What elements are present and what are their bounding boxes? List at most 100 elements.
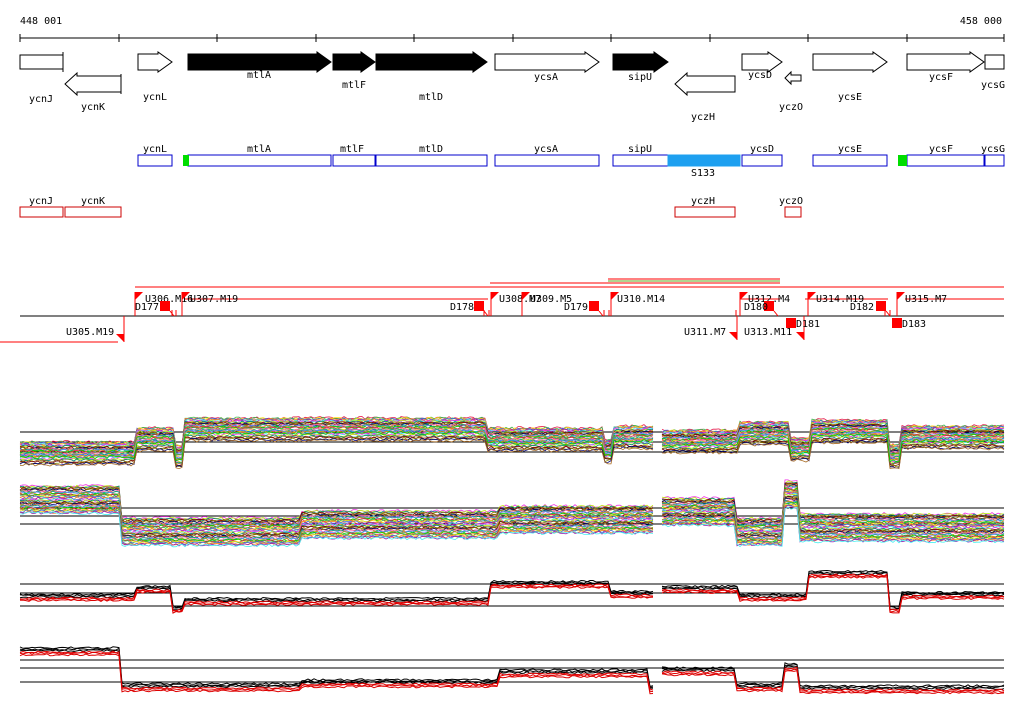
gene-ycnK-label: ycnK [81,102,105,113]
profile-4-series [19,650,1005,692]
profile-3-series [19,572,1005,611]
transcript-ycsA-box [494,154,600,167]
transcript-mtlD-label: mtlD [419,144,443,155]
gene-mtlD-label: mtlD [419,92,443,103]
marker-flag [740,292,748,300]
profile-2-series [19,498,1005,539]
profile-2-series [19,483,1005,524]
transcript-ycsD-box [741,154,783,167]
gene-ycsA-arrow [494,51,600,73]
profile-1-series [19,438,1005,470]
marker-d179: D179 [564,302,588,313]
gene-ycsD-label: ycsD [748,70,772,81]
profile-3-series [19,574,1005,613]
marker-u311.m7: U311.M7 [684,327,726,338]
marker-u306.m16: U306.M16 [145,294,193,305]
transcript-ycsE-box [812,154,888,167]
transcript-ycnL-box [137,154,173,167]
downshift-box [876,301,886,311]
gene-yczO-label: yczO [779,102,803,113]
profile-3-series [19,575,1005,614]
marker-u305.m19: U305.M19 [66,327,114,338]
gene-mtlA-arrow [187,51,332,73]
gene-mtlF-label: mtlF [342,80,366,91]
expression-profiles [19,416,1005,695]
marker-flag [729,332,737,340]
downshift-box [786,318,796,328]
transcript-ycnL-label: ycnL [143,144,167,155]
transcript-yczH-label: yczH [691,196,715,207]
transcript-S133-label: S133 [691,168,715,179]
profile-2-series [19,479,1005,520]
marker-d180: D180 [744,302,768,313]
gene-ycnK-arrow [64,71,122,97]
segment-S133 [667,154,741,167]
marker-u308.m7: U308.M7 [499,294,541,305]
marker-flag [611,292,619,300]
transcript-ycnJ-box [19,206,64,218]
gene-ycsA-label: ycsA [534,72,558,83]
marker-flag [491,292,499,300]
gene-ycnL-arrow [137,51,173,73]
transcript-ycsD-label: ycsD [750,144,774,155]
downshift-box [160,301,170,311]
gene-track: ycnJ ycnK ycnL mtlA mtlF mtlD ycsA sipU yczH ycsD… [19,51,1005,123]
marker-d177: D177 [135,302,159,313]
gene-ycnJ-label: ycnJ [29,94,53,105]
marker-flag [796,332,804,340]
marker-u315.m7: U315.M7 [905,294,947,305]
transcript-yczO-label: yczO [779,196,803,207]
gene-mtlD-arrow [375,51,488,73]
gene-ycsE-arrow [812,51,888,73]
gene-mtlA-label: mtlA [247,70,271,81]
transcript-mtlF-label: mtlF [340,144,364,155]
coordinate-end: 458 000 [960,16,1002,27]
profile-1-series [19,429,1005,460]
marker-flag [116,334,124,342]
gene-ycsF-label: ycsF [929,72,953,83]
transcript-sipU-box [612,154,669,167]
downshift-box [892,318,902,328]
downshift-box [474,301,484,311]
gene-ycsG-arrow [984,54,1005,70]
profile-4-series [19,653,1005,695]
start-mark [183,155,189,166]
marker-u309.m5: U309.M5 [530,294,572,305]
profile-1-series [19,424,1005,456]
marker-flag [522,292,530,300]
gene-mtlF-arrow [332,51,376,73]
gene-ycsD-arrow [741,51,783,73]
transcript-mtlA-label: mtlA [247,144,271,155]
gene-yczO-arrow [784,70,802,86]
profile-2-series [19,506,1005,548]
coordinate-ruler [19,34,1005,42]
marker-u310.m14: U310.M14 [617,294,665,305]
downshift-link [885,310,891,317]
transcript-ycsG-label: ycsG [981,144,1005,155]
transcript-plus-track: ycnL mtlA mtlF mtlD ycsA sipU S133 ycsD ycsE ycsF… [137,144,1005,179]
marker-flag [182,292,190,300]
transcript-mtlF-box [332,154,376,167]
marker-flag [808,292,816,300]
transcript-minus-track: ycnJ ycnK yczH yczO [19,196,803,218]
gene-ycnJ-arrow [19,54,64,70]
profile-2-series [20,485,1005,527]
transcript-ycnJ-label: ycnJ [29,196,53,207]
gene-ycnL-label: ycnL [143,92,167,103]
downshift-box [764,301,774,311]
transcript-ycsF-label: ycsF [929,144,953,155]
transcript-ycnK-box [64,206,122,218]
transcript-ycsA-label: ycsA [534,144,558,155]
marker-d182: D182 [850,302,874,313]
marker-u312.m4: U312.M4 [748,294,790,305]
transcript-sipU-label: sipU [628,144,652,155]
gene-ycsE-label: ycsE [838,92,862,103]
coordinate-start: 448 001 [20,16,62,27]
transcript-ycsG-box [984,154,1005,167]
downshift-box [589,301,599,311]
gene-yczH-label: yczH [691,112,715,123]
gene-sipU-label: sipU [628,72,652,83]
marker-flag [897,292,905,300]
